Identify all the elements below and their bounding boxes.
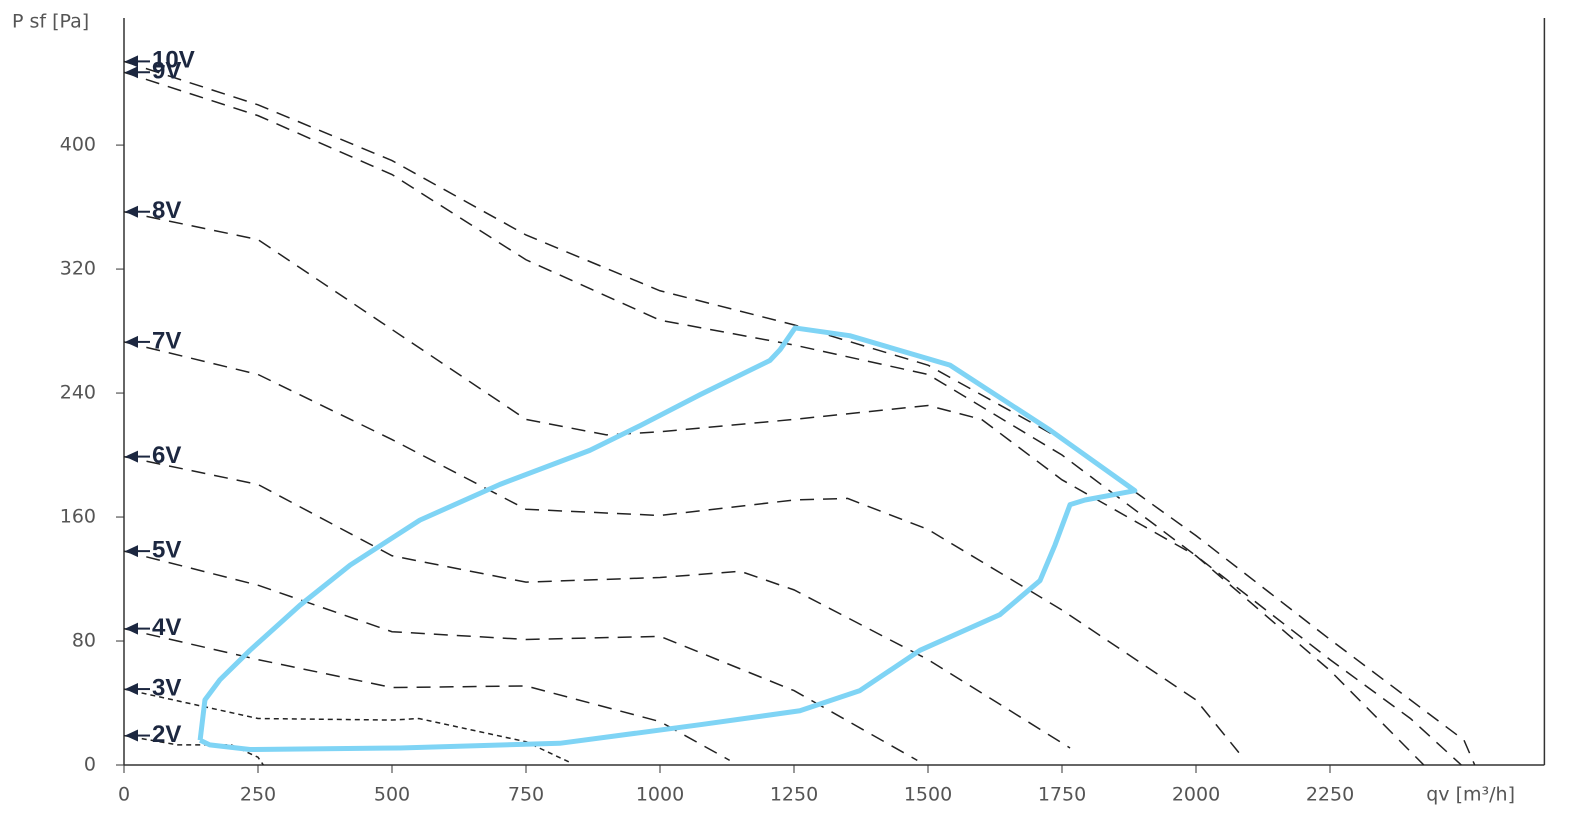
curve-label: 9V — [152, 58, 181, 85]
curve-label: 8V — [152, 197, 181, 224]
label-arrow — [125, 66, 138, 79]
curve-label: 3V — [152, 674, 181, 701]
x-tick-label: 2250 — [1306, 784, 1354, 806]
curve — [123, 627, 731, 762]
curve — [123, 550, 918, 762]
y-axis-title: P sf [Pa] — [12, 11, 89, 33]
label-arrow — [125, 55, 138, 68]
x-tick-label: 1500 — [904, 784, 952, 806]
x-tick-label: 1250 — [770, 784, 818, 806]
label-arrow — [125, 450, 138, 463]
curve-label: 2V — [152, 721, 181, 748]
curve — [123, 455, 1071, 749]
curve-label: 4V — [152, 614, 181, 641]
x-tick-label: 250 — [240, 784, 276, 806]
y-tick-label: 160 — [60, 506, 96, 528]
y-tick-label: 400 — [60, 134, 96, 156]
label-arrow — [125, 335, 138, 348]
label-arrow — [125, 205, 138, 218]
label-arrow — [125, 622, 138, 635]
curve-label: 10V — [152, 47, 195, 74]
y-tick-label: 240 — [60, 382, 96, 404]
x-tick-label: 750 — [508, 784, 544, 806]
y-tick-label: 80 — [72, 630, 96, 652]
envelope — [197, 325, 1138, 753]
curve — [123, 60, 1476, 766]
x-axis-title: qv [m³/h] — [1426, 784, 1515, 806]
curve-label: 6V — [152, 442, 181, 469]
x-tick-label: 1000 — [636, 784, 684, 806]
label-arrow — [125, 729, 138, 742]
y-tick-label: 320 — [60, 258, 96, 280]
label-arrow — [125, 545, 138, 558]
curve — [123, 210, 1425, 766]
x-tick-label: 1750 — [1038, 784, 1086, 806]
curve-label: 7V — [152, 327, 181, 354]
x-tick-label: 500 — [374, 784, 410, 806]
y-tick-label: 0 — [84, 754, 96, 776]
curve-label: 5V — [152, 536, 181, 563]
x-tick-label: 2000 — [1172, 784, 1220, 806]
label-arrow — [125, 683, 138, 696]
curve — [123, 341, 1240, 754]
x-tick-label: 0 — [118, 784, 130, 806]
curve — [123, 71, 1462, 766]
